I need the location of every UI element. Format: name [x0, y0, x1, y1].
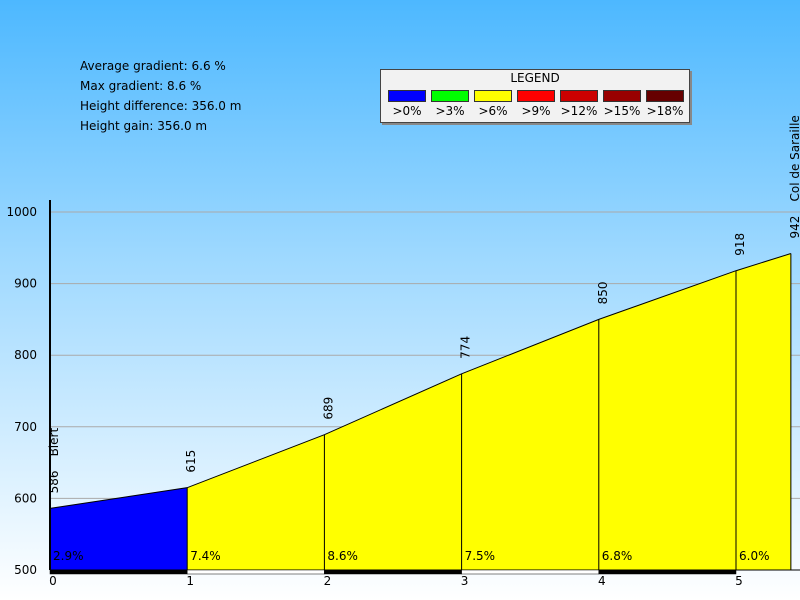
y-tick-label: 1000	[6, 205, 37, 219]
place-label: Col de Saraille	[788, 115, 800, 201]
profile-segment	[324, 373, 462, 570]
legend-label: >3%	[435, 104, 465, 118]
elevation-label: 774	[459, 336, 473, 359]
legend-item: >15%	[602, 90, 642, 118]
y-tick-label: 600	[14, 491, 37, 505]
y-tick-label: 700	[14, 420, 37, 434]
profile-segment	[461, 319, 599, 570]
profile-segment	[50, 487, 188, 570]
legend-swatch	[474, 90, 512, 102]
profile-segment	[598, 270, 736, 570]
legend-item: >18%	[645, 90, 685, 118]
x-tick-label: 5	[735, 574, 743, 588]
y-tick-label: 900	[14, 277, 37, 291]
height-gain: Height gain: 356.0 m	[80, 119, 208, 133]
gradient-label: 6.0%	[739, 549, 770, 563]
legend-label: >12%	[560, 104, 598, 118]
gradient-label: 7.5%	[465, 549, 496, 563]
legend-item: >12%	[559, 90, 599, 118]
y-tick-label: 800	[14, 348, 37, 362]
legend-label: >9%	[521, 104, 551, 118]
x-tick-label: 0	[49, 574, 57, 588]
average-gradient: Average gradient: 6.6 %	[80, 59, 226, 73]
x-tick-label: 3	[461, 574, 469, 588]
gradient-label: 8.6%	[327, 549, 358, 563]
elevation-label: 689	[321, 397, 335, 420]
elevation-label: 586	[47, 471, 61, 494]
legend-label: >18%	[646, 104, 684, 118]
gradient-label: 7.4%	[190, 549, 221, 563]
km-bar	[49, 569, 188, 575]
legend-swatch	[388, 90, 426, 102]
km-bar	[186, 569, 325, 575]
gradient-label: 2.9%	[53, 549, 84, 563]
profile-segment	[736, 253, 791, 570]
stats-panel: Average gradient: 6.6 % Max gradient: 8.…	[80, 56, 241, 136]
legend-swatch	[646, 90, 684, 102]
y-tick-label: 500	[14, 563, 37, 577]
elevation-label: 850	[596, 281, 610, 304]
elevation-label: 918	[733, 233, 747, 256]
profile-segment	[187, 434, 325, 570]
legend-label: >15%	[603, 104, 641, 118]
gradient-label: 6.8%	[602, 549, 633, 563]
place-label: Biert	[47, 428, 61, 457]
legend-label: >6%	[478, 104, 508, 118]
km-bar	[324, 569, 462, 575]
legend-swatch	[431, 90, 469, 102]
max-gradient: Max gradient: 8.6 %	[80, 79, 202, 93]
x-tick-label: 1	[186, 574, 194, 588]
legend: LEGEND >0% >3% >6% >9% >12% >15% >18%	[380, 69, 690, 123]
elevation-label: 615	[184, 450, 198, 473]
x-tick-label: 2	[324, 574, 332, 588]
legend-item: >6%	[473, 90, 513, 118]
height-difference: Height difference: 356.0 m	[80, 99, 242, 113]
legend-label: >0%	[392, 104, 422, 118]
km-bar	[461, 569, 600, 575]
x-tick-label: 4	[598, 574, 606, 588]
legend-item: >3%	[430, 90, 470, 118]
legend-swatch	[603, 90, 641, 102]
legend-item: >0%	[387, 90, 427, 118]
km-bar	[598, 569, 737, 575]
elevation-label: 942	[788, 216, 800, 239]
legend-item: >9%	[516, 90, 556, 118]
legend-swatch	[560, 90, 598, 102]
legend-title: LEGEND	[510, 71, 560, 85]
legend-swatch	[517, 90, 555, 102]
